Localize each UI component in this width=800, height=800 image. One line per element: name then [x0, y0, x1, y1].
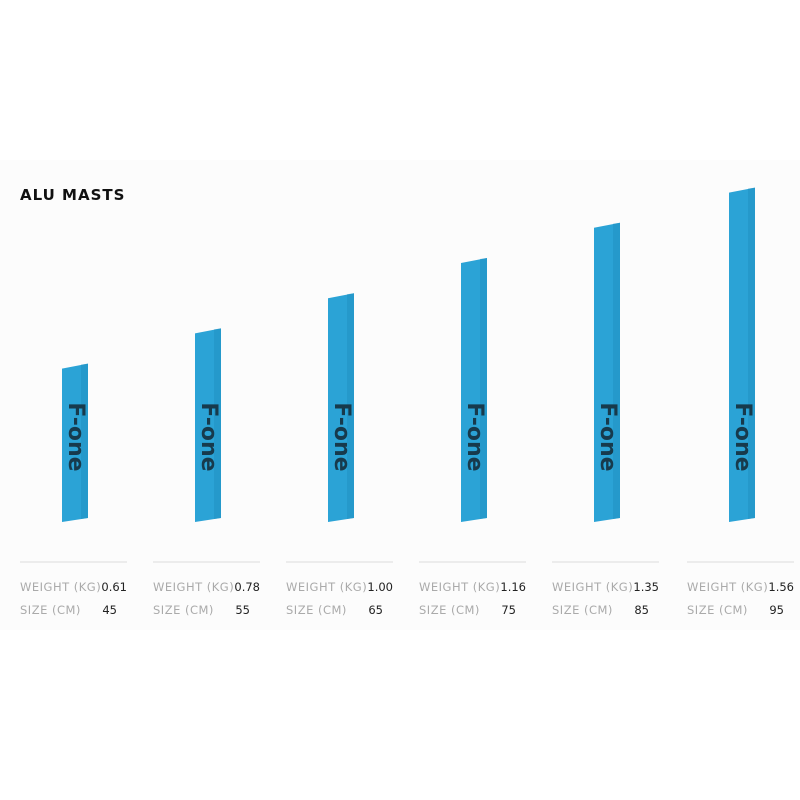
panel: [0, 160, 800, 630]
mast-shade: [748, 187, 755, 519]
size-value: 45: [102, 603, 117, 617]
weight-label: WEIGHT (KG): [687, 580, 768, 594]
size-value: 55: [235, 603, 250, 617]
mast-shade: [214, 328, 221, 519]
weight-value: 1.16: [500, 580, 526, 594]
size-value: 95: [769, 603, 784, 617]
weight-value: 1.56: [768, 580, 794, 594]
title: ALU MASTS: [20, 186, 125, 204]
weight-label: WEIGHT (KG): [419, 580, 500, 594]
weight-value: 1.00: [367, 580, 393, 594]
mast-shade: [613, 222, 620, 520]
mast-shade: [480, 258, 487, 519]
weight-label: WEIGHT (KG): [153, 580, 234, 594]
size-label: SIZE (CM): [20, 603, 81, 617]
mast-logo: F-one: [63, 402, 88, 471]
size-label: SIZE (CM): [153, 603, 214, 617]
size-label: SIZE (CM): [419, 603, 480, 617]
mast-logo: F-one: [595, 402, 620, 471]
size-label: SIZE (CM): [687, 603, 748, 617]
mast-logo: F-one: [196, 402, 221, 471]
mast-shade: [81, 363, 88, 519]
mast-logo: F-one: [329, 402, 354, 471]
weight-value: 0.61: [101, 580, 127, 594]
size-label: SIZE (CM): [286, 603, 347, 617]
mast-shade: [347, 293, 354, 519]
mast-logo: F-one: [462, 402, 487, 471]
size-label: SIZE (CM): [552, 603, 613, 617]
size-value: 85: [634, 603, 649, 617]
weight-label: WEIGHT (KG): [552, 580, 633, 594]
weight-label: WEIGHT (KG): [20, 580, 101, 594]
weight-label: WEIGHT (KG): [286, 580, 367, 594]
weight-value: 0.78: [234, 580, 260, 594]
mast-logo: F-one: [730, 402, 755, 471]
size-value: 65: [368, 603, 383, 617]
size-value: 75: [501, 603, 516, 617]
weight-value: 1.35: [633, 580, 659, 594]
